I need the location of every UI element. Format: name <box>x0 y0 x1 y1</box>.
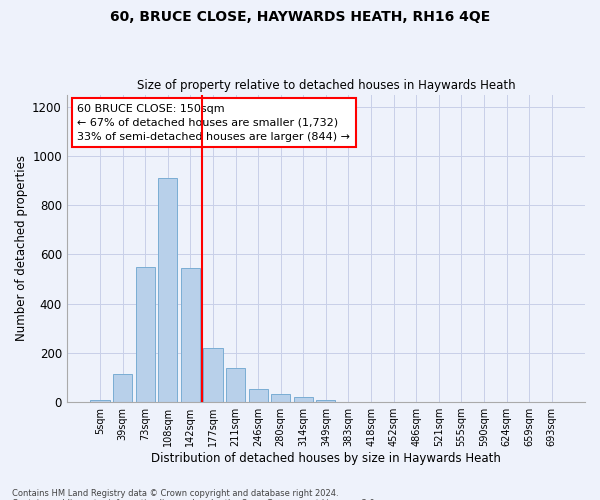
Bar <box>181 268 200 402</box>
Bar <box>158 178 178 402</box>
Bar <box>316 400 335 402</box>
Bar <box>91 400 110 402</box>
Bar <box>203 348 223 402</box>
Bar <box>113 374 132 402</box>
Text: 60 BRUCE CLOSE: 150sqm
← 67% of detached houses are smaller (1,732)
33% of semi-: 60 BRUCE CLOSE: 150sqm ← 67% of detached… <box>77 104 350 142</box>
X-axis label: Distribution of detached houses by size in Haywards Heath: Distribution of detached houses by size … <box>151 452 501 465</box>
Bar <box>248 390 268 402</box>
Text: Contains public sector information licensed under the Open Government Licence v3: Contains public sector information licen… <box>12 498 377 500</box>
Text: 60, BRUCE CLOSE, HAYWARDS HEATH, RH16 4QE: 60, BRUCE CLOSE, HAYWARDS HEATH, RH16 4Q… <box>110 10 490 24</box>
Bar <box>271 394 290 402</box>
Title: Size of property relative to detached houses in Haywards Heath: Size of property relative to detached ho… <box>137 79 515 92</box>
Bar <box>293 397 313 402</box>
Bar <box>226 368 245 402</box>
Bar <box>136 267 155 402</box>
Y-axis label: Number of detached properties: Number of detached properties <box>15 156 28 342</box>
Text: Contains HM Land Registry data © Crown copyright and database right 2024.: Contains HM Land Registry data © Crown c… <box>12 488 338 498</box>
